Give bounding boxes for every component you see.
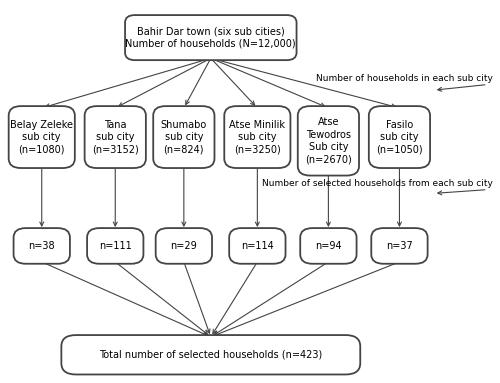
Text: Atse
Tewodros
Sub city
(n=2670): Atse Tewodros Sub city (n=2670) — [305, 117, 352, 164]
Text: Fasilo
sub city
(n=1050): Fasilo sub city (n=1050) — [376, 119, 423, 154]
FancyBboxPatch shape — [369, 106, 430, 168]
FancyBboxPatch shape — [229, 228, 285, 264]
Text: Tana
sub city
(n=3152): Tana sub city (n=3152) — [92, 119, 138, 154]
Text: n=37: n=37 — [386, 241, 413, 251]
Text: Shumabo
sub city
(n=824): Shumabo sub city (n=824) — [160, 119, 207, 154]
Text: n=38: n=38 — [28, 241, 55, 251]
FancyBboxPatch shape — [298, 106, 359, 175]
FancyBboxPatch shape — [153, 106, 214, 168]
FancyBboxPatch shape — [125, 15, 296, 60]
FancyBboxPatch shape — [224, 106, 290, 168]
Text: n=111: n=111 — [99, 241, 132, 251]
FancyBboxPatch shape — [62, 335, 360, 375]
Text: Total number of selected households (n=423): Total number of selected households (n=4… — [99, 350, 322, 360]
FancyBboxPatch shape — [372, 228, 428, 264]
FancyBboxPatch shape — [300, 228, 356, 264]
FancyBboxPatch shape — [8, 106, 75, 168]
FancyBboxPatch shape — [84, 106, 146, 168]
Text: Belay Zeleke
sub city
(n=1080): Belay Zeleke sub city (n=1080) — [10, 119, 73, 154]
FancyBboxPatch shape — [87, 228, 144, 264]
Text: n=29: n=29 — [170, 241, 197, 251]
Text: Number of households in each sub city: Number of households in each sub city — [316, 74, 492, 83]
Text: Atse Minilik
sub city
(n=3250): Atse Minilik sub city (n=3250) — [230, 119, 285, 154]
Text: Number of selected households from each sub city: Number of selected households from each … — [262, 180, 492, 188]
FancyBboxPatch shape — [14, 228, 70, 264]
Text: n=114: n=114 — [241, 241, 274, 251]
Text: n=94: n=94 — [315, 241, 342, 251]
FancyBboxPatch shape — [156, 228, 212, 264]
Text: Bahir Dar town (six sub cities)
Number of households (N=12,000): Bahir Dar town (six sub cities) Number o… — [126, 26, 296, 49]
